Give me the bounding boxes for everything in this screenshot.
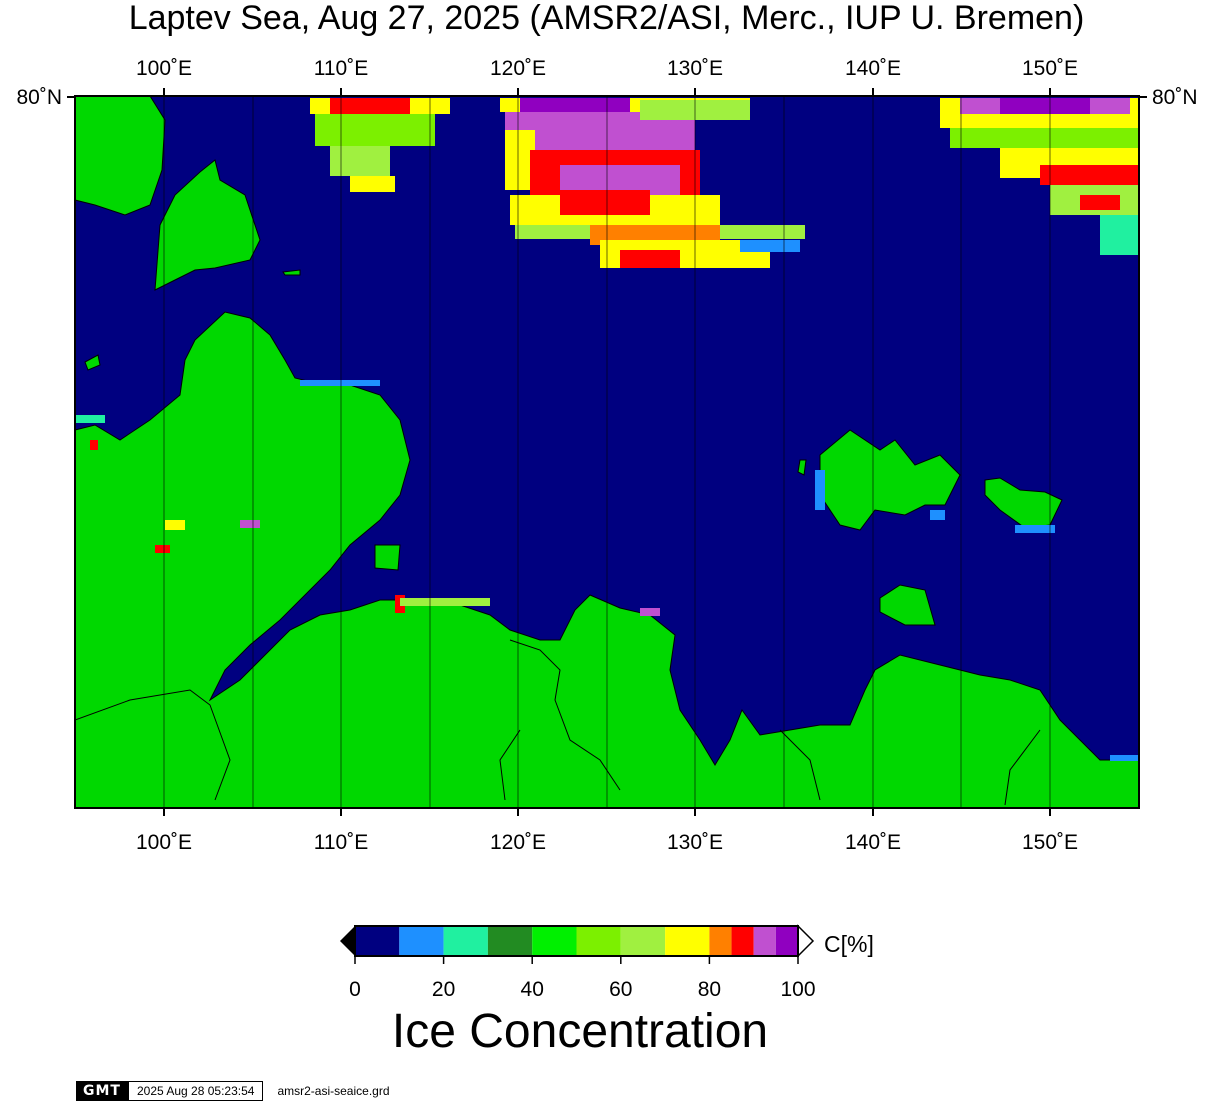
colorbar-bin [355,926,400,956]
colorbar-bin [775,926,798,956]
lon-label-top: 120˚E [490,57,546,80]
coastal-ice-fringe [75,380,1139,761]
colorbar-over-triangle [797,924,815,958]
lon-label-bottom: 150˚E [1022,831,1078,854]
lon-labels-bottom: 100˚E 110˚E 120˚E 130˚E 140˚E 150˚E [136,831,1078,854]
lon-label-bottom: 110˚E [314,831,368,854]
lon-label-bottom: 140˚E [845,831,901,854]
colorbar-tick-label: 60 [609,978,632,1001]
lon-label-bottom: 130˚E [667,831,723,854]
colorbar-bin [620,926,666,956]
lon-labels-top: 100˚E 110˚E 120˚E 130˚E 140˚E 150˚E [136,57,1078,80]
colorbar-tick-label: 20 [432,978,455,1001]
sea-ice-central [310,98,805,268]
colorbar-tick-label: 40 [521,978,544,1001]
colorbar-tick-label: 100 [780,978,815,1001]
lat-label-left: 80˚N [16,86,62,109]
colorbar-title: Ice Concentration [391,1005,769,1058]
colorbar-bin [753,926,776,956]
lon-label-top: 130˚E [667,57,723,80]
lon-label-bottom: 120˚E [490,831,546,854]
colorbar-bin [665,926,710,956]
colorbar-tick-label: 0 [349,978,361,1001]
colorbar-bin [532,926,577,956]
tick-marks [67,88,1147,816]
colorbar-bin [576,926,621,956]
lon-label-top: 110˚E [314,57,368,80]
lon-label-top: 150˚E [1022,57,1078,80]
colorbar: 0 20 40 60 80 100 [340,924,816,1001]
lat-label-right: 80˚N [1152,86,1198,109]
lon-label-bottom: 100˚E [136,831,192,854]
lon-label-top: 140˚E [845,57,901,80]
map-frame [74,95,1140,809]
colorbar-frame [354,925,799,957]
sea-ice-northeast [940,98,1138,255]
map-title: Laptev Sea, Aug 27, 2025 (AMSR2/ASI, Mer… [128,0,1085,37]
colorbar-bin [709,926,732,956]
gmt-logo: GMT [76,1081,128,1101]
gmt-footer: GMT 2025 Aug 28 05:23:54 amsr2-asi-seaic… [76,1081,390,1101]
lon-label-top: 100˚E [136,57,192,80]
colorbar-bin [399,926,444,956]
colorbar-unit: C[%] [824,931,874,957]
timestamp: 2025 Aug 28 05:23:54 [128,1081,264,1101]
land-boundaries [75,639,1041,806]
colorbar-under-triangle [340,926,355,956]
grid-filename: amsr2-asi-seaice.grd [277,1084,390,1098]
colorbar-tick-label: 80 [698,978,721,1001]
colorbar-bin [443,926,488,956]
colorbar-bin [487,926,533,956]
meridians [163,96,1051,808]
colorbar-bin [731,926,754,956]
